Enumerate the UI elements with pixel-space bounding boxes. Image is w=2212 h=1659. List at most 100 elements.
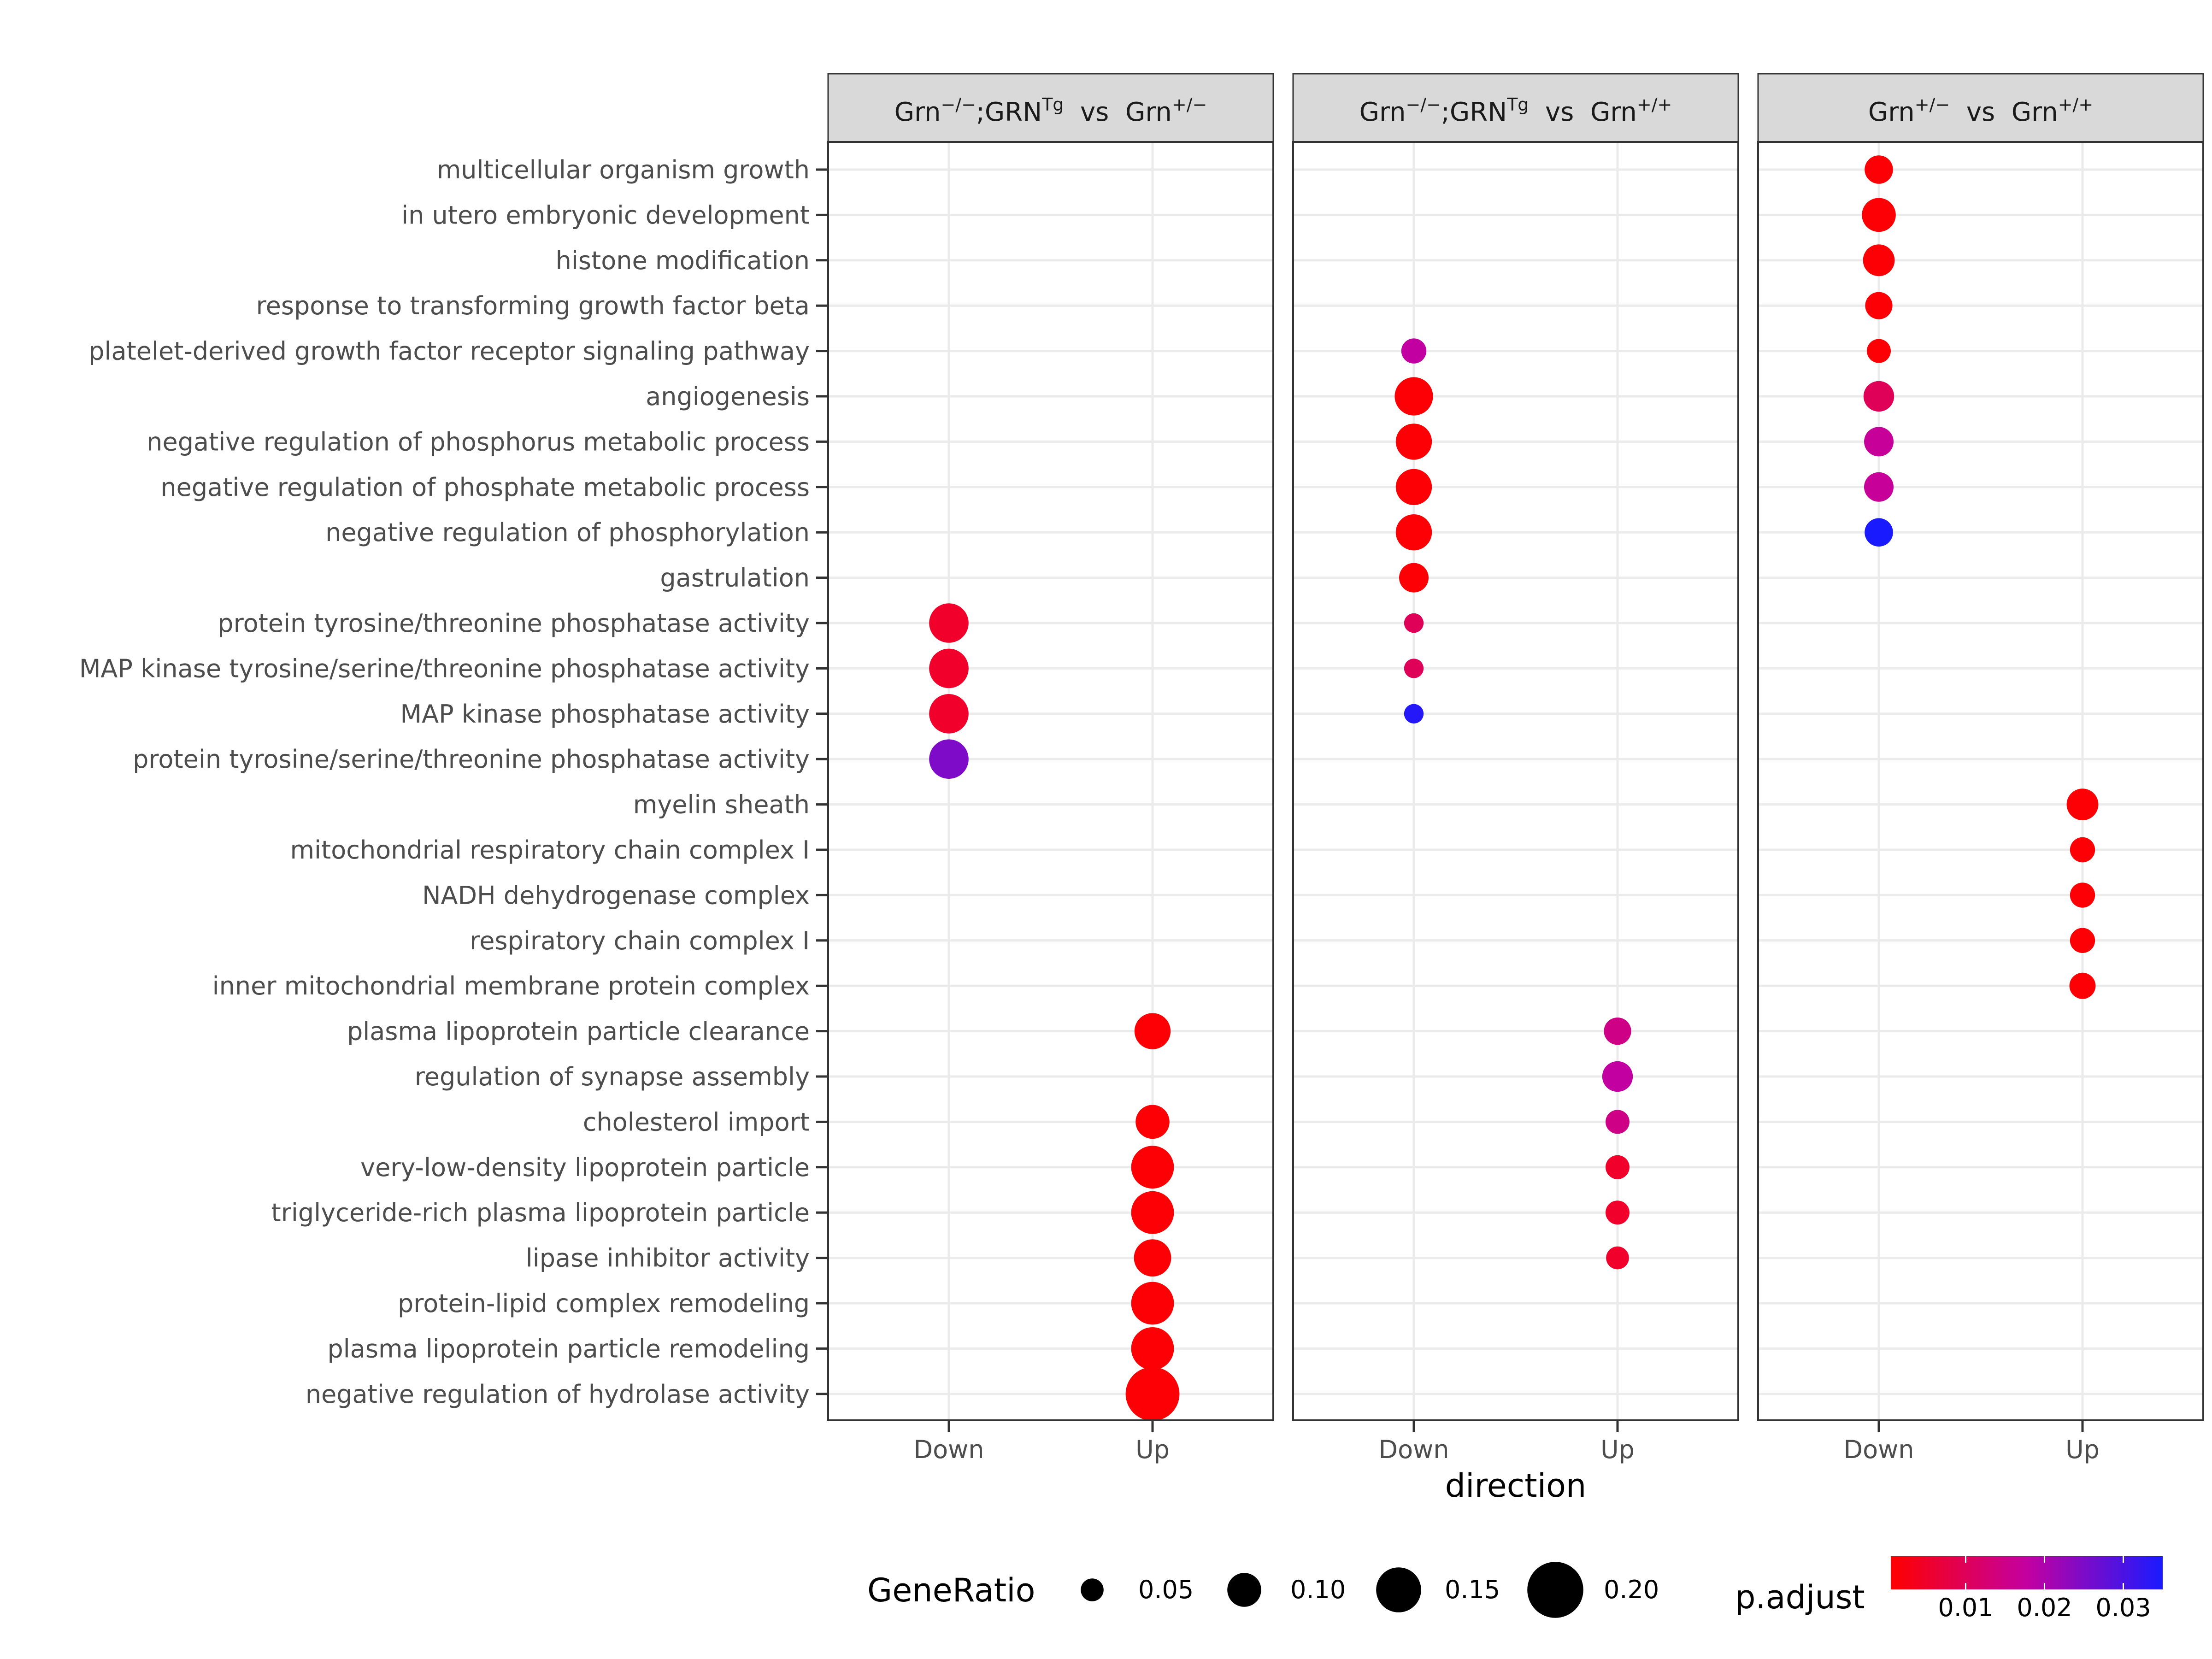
- strip-title-superscript: −/−: [941, 94, 976, 115]
- y-tick-label: negative regulation of phosphorylation: [325, 518, 810, 547]
- y-tick-label: mitochondrial respiratory chain complex …: [290, 835, 810, 865]
- x-tick-label: Down: [913, 1435, 984, 1464]
- x-tick-label: Up: [2065, 1435, 2100, 1464]
- facet-strip: [1292, 73, 1739, 143]
- y-tick-label: triglyceride-rich plasma lipoprotein par…: [271, 1198, 810, 1227]
- strip-title-superscript: +/−: [1172, 94, 1207, 115]
- data-point: [1404, 704, 1424, 724]
- facet-strip-title: Grn−/−;GRNTg vs Grn+/+: [1359, 94, 1672, 127]
- data-point: [1395, 514, 1432, 551]
- data-point: [1131, 1191, 1174, 1234]
- data-point: [1134, 1239, 1171, 1277]
- y-tick-label: negative regulation of hydrolase activit…: [306, 1380, 810, 1409]
- y-tick-label: negative regulation of phosphorus metabo…: [147, 427, 810, 456]
- strip-title-part: Grn: [894, 97, 941, 127]
- size-legend-key: [1376, 1567, 1421, 1612]
- data-point: [1606, 1200, 1630, 1225]
- panel-border: [827, 141, 1274, 1421]
- facet-panel-1: Grn−/−;GRNTg vs Grn+/− Down Up: [827, 73, 1274, 1464]
- y-tick-label: cholesterol import: [583, 1107, 810, 1136]
- data-point: [1131, 1327, 1174, 1370]
- strip-title-superscript: −/−: [1406, 94, 1441, 115]
- data-point: [1395, 424, 1432, 460]
- data-point: [1394, 377, 1433, 416]
- data-point: [2070, 837, 2095, 863]
- strip-title-part: vs Grn: [1529, 97, 1636, 127]
- data-point: [1867, 339, 1891, 363]
- data-point: [1606, 1246, 1629, 1270]
- data-point: [1604, 1018, 1631, 1045]
- strip-title-superscript: +/+: [2058, 94, 2093, 115]
- size-legend-key: [1527, 1562, 1583, 1618]
- color-legend-title: p.adjust: [1735, 1578, 1865, 1616]
- data-point: [929, 694, 969, 734]
- data-point: [1395, 469, 1432, 505]
- data-point: [1606, 1110, 1630, 1134]
- strip-title-part: ;GRN: [976, 97, 1042, 127]
- strip-title-part: Grn: [1359, 97, 1406, 127]
- data-point: [1131, 1146, 1174, 1189]
- y-tick-label: plasma lipoprotein particle clearance: [347, 1017, 810, 1046]
- x-tick-label: Up: [1600, 1435, 1635, 1464]
- x-tick-label: Up: [1135, 1435, 1170, 1464]
- strip-title-part: Grn: [1868, 97, 1915, 127]
- data-point: [1864, 427, 1894, 457]
- data-point: [1865, 518, 1893, 547]
- size-legend-title: GeneRatio: [867, 1571, 1035, 1609]
- y-tick-label: multicellular organism growth: [437, 155, 810, 184]
- y-tick-label: lipase inhibitor activity: [526, 1244, 810, 1273]
- x-tick-label: Down: [1378, 1435, 1449, 1464]
- y-tick-label: respiratory chain complex I: [470, 926, 810, 955]
- panel-border: [1292, 141, 1739, 1421]
- x-axis-title: direction: [1445, 1467, 1587, 1505]
- size-legend-label: 0.15: [1445, 1575, 1500, 1604]
- size-legend-key: [1227, 1573, 1261, 1607]
- y-tick-label: platelet-derived growth factor receptor …: [88, 337, 810, 366]
- data-point: [1865, 292, 1893, 319]
- data-point: [1125, 1367, 1180, 1421]
- y-tick-label: negative regulation of phosphate metabol…: [160, 473, 810, 502]
- data-point: [929, 603, 969, 643]
- data-point: [1864, 472, 1894, 502]
- data-point: [1135, 1105, 1170, 1139]
- size-legend-label: 0.20: [1604, 1575, 1659, 1604]
- panel-border: [1757, 141, 2204, 1421]
- data-point: [1134, 1013, 1171, 1049]
- y-tick-label: regulation of synapse assembly: [415, 1062, 810, 1091]
- panel-background: [1293, 142, 1738, 1420]
- data-point: [1399, 563, 1429, 593]
- data-point: [1404, 613, 1424, 633]
- y-tick-label: gastrulation: [660, 564, 810, 593]
- strip-title-superscript: Tg: [1506, 94, 1529, 115]
- y-tick-label: plasma lipoprotein particle remodeling: [327, 1334, 810, 1363]
- strip-title-superscript: Tg: [1041, 94, 1064, 115]
- data-point: [2070, 882, 2095, 908]
- y-tick-label: very-low-density lipoprotein particle: [360, 1153, 810, 1182]
- data-point: [929, 739, 969, 779]
- y-tick-label: protein tyrosine/serine/threonine phosph…: [133, 745, 810, 774]
- color-legend-bar: [1891, 1556, 2163, 1589]
- size-legend-key: [1081, 1578, 1104, 1601]
- y-tick-label: inner mitochondrial membrane protein com…: [212, 971, 810, 1000]
- y-tick-label: histone modification: [556, 246, 810, 275]
- data-point: [1863, 381, 1894, 412]
- data-point: [2070, 928, 2095, 953]
- y-tick-label: angiogenesis: [646, 382, 810, 411]
- y-tick-label: protein tyrosine/threonine phosphatase a…: [218, 609, 810, 638]
- y-tick-label: myelin sheath: [633, 790, 810, 819]
- y-tick-label: NADH dehydrogenase complex: [422, 881, 810, 910]
- y-tick-label: MAP kinase phosphatase activity: [400, 700, 810, 729]
- data-point: [1404, 659, 1424, 678]
- strip-title-superscript: +/+: [1637, 94, 1672, 115]
- color-legend-label: 0.01: [1938, 1593, 1993, 1622]
- panel-background: [1758, 142, 2203, 1420]
- y-tick-label: response to transforming growth factor b…: [256, 291, 810, 320]
- data-point: [1862, 198, 1896, 232]
- size-legend-label: 0.10: [1290, 1575, 1346, 1604]
- y-tick-label: in utero embryonic development: [401, 200, 810, 229]
- panel-background: [828, 142, 1273, 1420]
- y-tick-label: MAP kinase tyrosine/serine/threonine pho…: [79, 654, 810, 683]
- strip-title-part: vs Grn: [1950, 97, 2058, 127]
- y-tick-label: protein-lipid complex remodeling: [398, 1289, 810, 1318]
